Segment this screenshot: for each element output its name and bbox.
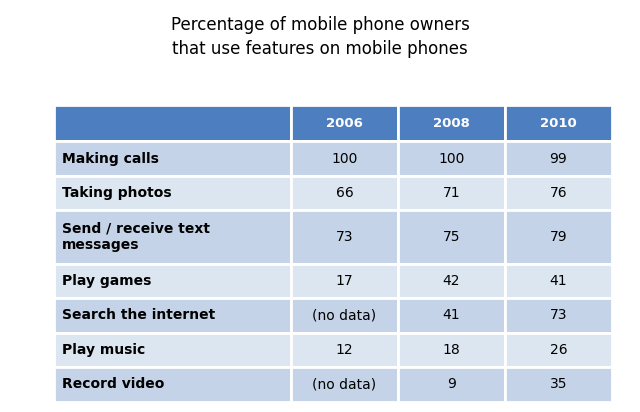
FancyBboxPatch shape <box>505 141 612 176</box>
Text: Taking photos: Taking photos <box>62 186 172 200</box>
FancyBboxPatch shape <box>505 264 612 298</box>
FancyBboxPatch shape <box>291 264 398 298</box>
FancyBboxPatch shape <box>398 333 505 367</box>
Text: Percentage of mobile phone owners
that use features on mobile phones: Percentage of mobile phone owners that u… <box>171 16 469 58</box>
FancyBboxPatch shape <box>291 367 398 402</box>
Text: Making calls: Making calls <box>62 152 159 166</box>
FancyBboxPatch shape <box>54 141 291 176</box>
FancyBboxPatch shape <box>54 298 291 333</box>
FancyBboxPatch shape <box>291 333 398 367</box>
FancyBboxPatch shape <box>505 298 612 333</box>
FancyBboxPatch shape <box>398 105 505 141</box>
Text: 79: 79 <box>550 230 567 244</box>
Text: (no data): (no data) <box>312 377 376 391</box>
Text: 17: 17 <box>335 274 353 288</box>
FancyBboxPatch shape <box>505 210 612 264</box>
Text: 66: 66 <box>335 186 353 200</box>
FancyBboxPatch shape <box>54 176 291 210</box>
FancyBboxPatch shape <box>505 105 612 141</box>
Text: 76: 76 <box>550 186 567 200</box>
Text: 41: 41 <box>443 309 460 323</box>
Text: Play music: Play music <box>62 343 145 357</box>
Text: Record video: Record video <box>62 377 164 391</box>
Text: 71: 71 <box>443 186 460 200</box>
Text: Play games: Play games <box>62 274 152 288</box>
Text: 100: 100 <box>332 152 358 166</box>
FancyBboxPatch shape <box>398 141 505 176</box>
Text: Send / receive text
messages: Send / receive text messages <box>62 222 210 252</box>
Text: 73: 73 <box>550 309 567 323</box>
Text: 42: 42 <box>443 274 460 288</box>
Text: 2006: 2006 <box>326 117 363 130</box>
FancyBboxPatch shape <box>291 210 398 264</box>
Text: 2010: 2010 <box>540 117 577 130</box>
FancyBboxPatch shape <box>54 264 291 298</box>
Text: 18: 18 <box>443 343 460 357</box>
FancyBboxPatch shape <box>291 176 398 210</box>
FancyBboxPatch shape <box>398 210 505 264</box>
FancyBboxPatch shape <box>505 367 612 402</box>
FancyBboxPatch shape <box>398 298 505 333</box>
Text: 41: 41 <box>550 274 567 288</box>
FancyBboxPatch shape <box>291 105 398 141</box>
Text: 75: 75 <box>443 230 460 244</box>
Text: 100: 100 <box>438 152 465 166</box>
FancyBboxPatch shape <box>54 333 291 367</box>
Text: 35: 35 <box>550 377 567 391</box>
Text: 99: 99 <box>550 152 567 166</box>
Text: 12: 12 <box>335 343 353 357</box>
FancyBboxPatch shape <box>291 298 398 333</box>
Text: 9: 9 <box>447 377 456 391</box>
Text: 73: 73 <box>336 230 353 244</box>
FancyBboxPatch shape <box>398 367 505 402</box>
Text: 2008: 2008 <box>433 117 470 130</box>
FancyBboxPatch shape <box>398 176 505 210</box>
FancyBboxPatch shape <box>54 210 291 264</box>
FancyBboxPatch shape <box>398 264 505 298</box>
FancyBboxPatch shape <box>291 141 398 176</box>
Text: 26: 26 <box>550 343 567 357</box>
FancyBboxPatch shape <box>54 367 291 402</box>
FancyBboxPatch shape <box>54 105 291 141</box>
Text: Search the internet: Search the internet <box>62 309 215 323</box>
FancyBboxPatch shape <box>505 176 612 210</box>
Text: (no data): (no data) <box>312 309 376 323</box>
FancyBboxPatch shape <box>505 333 612 367</box>
